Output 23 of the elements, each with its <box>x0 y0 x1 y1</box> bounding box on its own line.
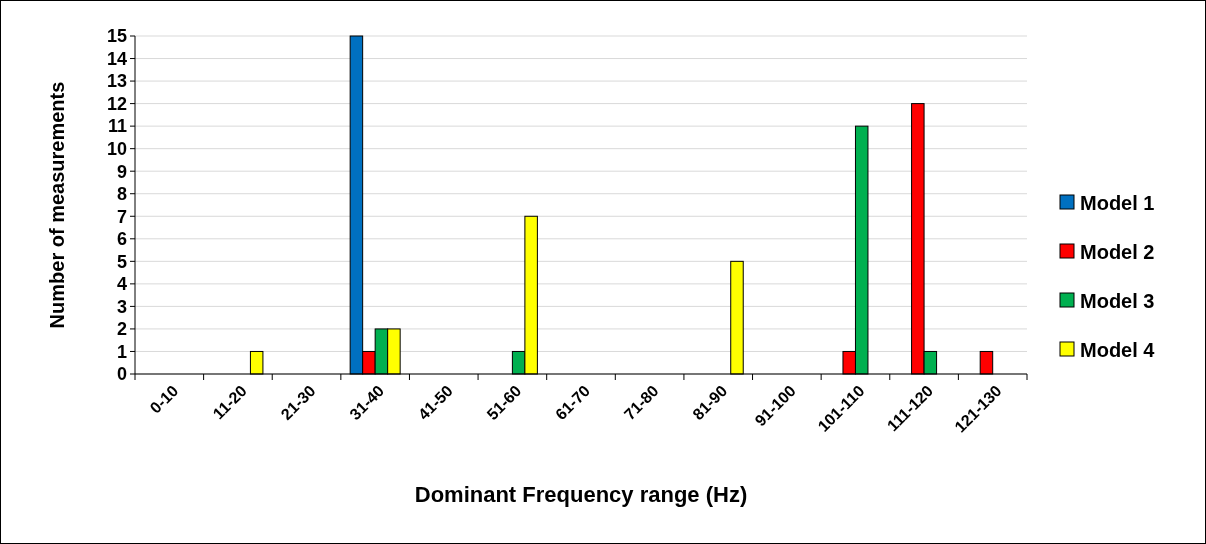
legend-label: Model 3 <box>1080 290 1155 312</box>
y-tick-label: 9 <box>116 161 127 182</box>
y-axis-title: Number of measurements <box>46 81 68 329</box>
y-tick-label: 11 <box>107 116 127 137</box>
y-tick-label: 4 <box>116 274 127 295</box>
y-tick-label: 3 <box>116 296 127 317</box>
y-tick-label: 5 <box>116 251 127 272</box>
x-tick-label: 0-10 <box>146 381 182 417</box>
legend-label: Model 1 <box>1080 192 1155 214</box>
y-tick-label: 15 <box>106 26 127 47</box>
y-tick-label: 10 <box>106 138 127 159</box>
y-tick-label: 0 <box>116 364 127 385</box>
y-tick-label: 14 <box>106 48 127 69</box>
y-tick-label: 13 <box>106 71 127 92</box>
y-tick-label: 1 <box>116 341 127 362</box>
x-axis-title: Dominant Frequency range (Hz) <box>414 482 748 507</box>
y-tick-label: 2 <box>116 319 127 340</box>
y-tick-label: 12 <box>106 93 127 114</box>
legend-label: Model 4 <box>1080 339 1156 361</box>
y-tick-label: 6 <box>116 229 127 250</box>
y-tick-label: 7 <box>116 206 127 227</box>
y-tick-label: 8 <box>116 184 127 205</box>
legend-label: Model 2 <box>1080 241 1155 263</box>
